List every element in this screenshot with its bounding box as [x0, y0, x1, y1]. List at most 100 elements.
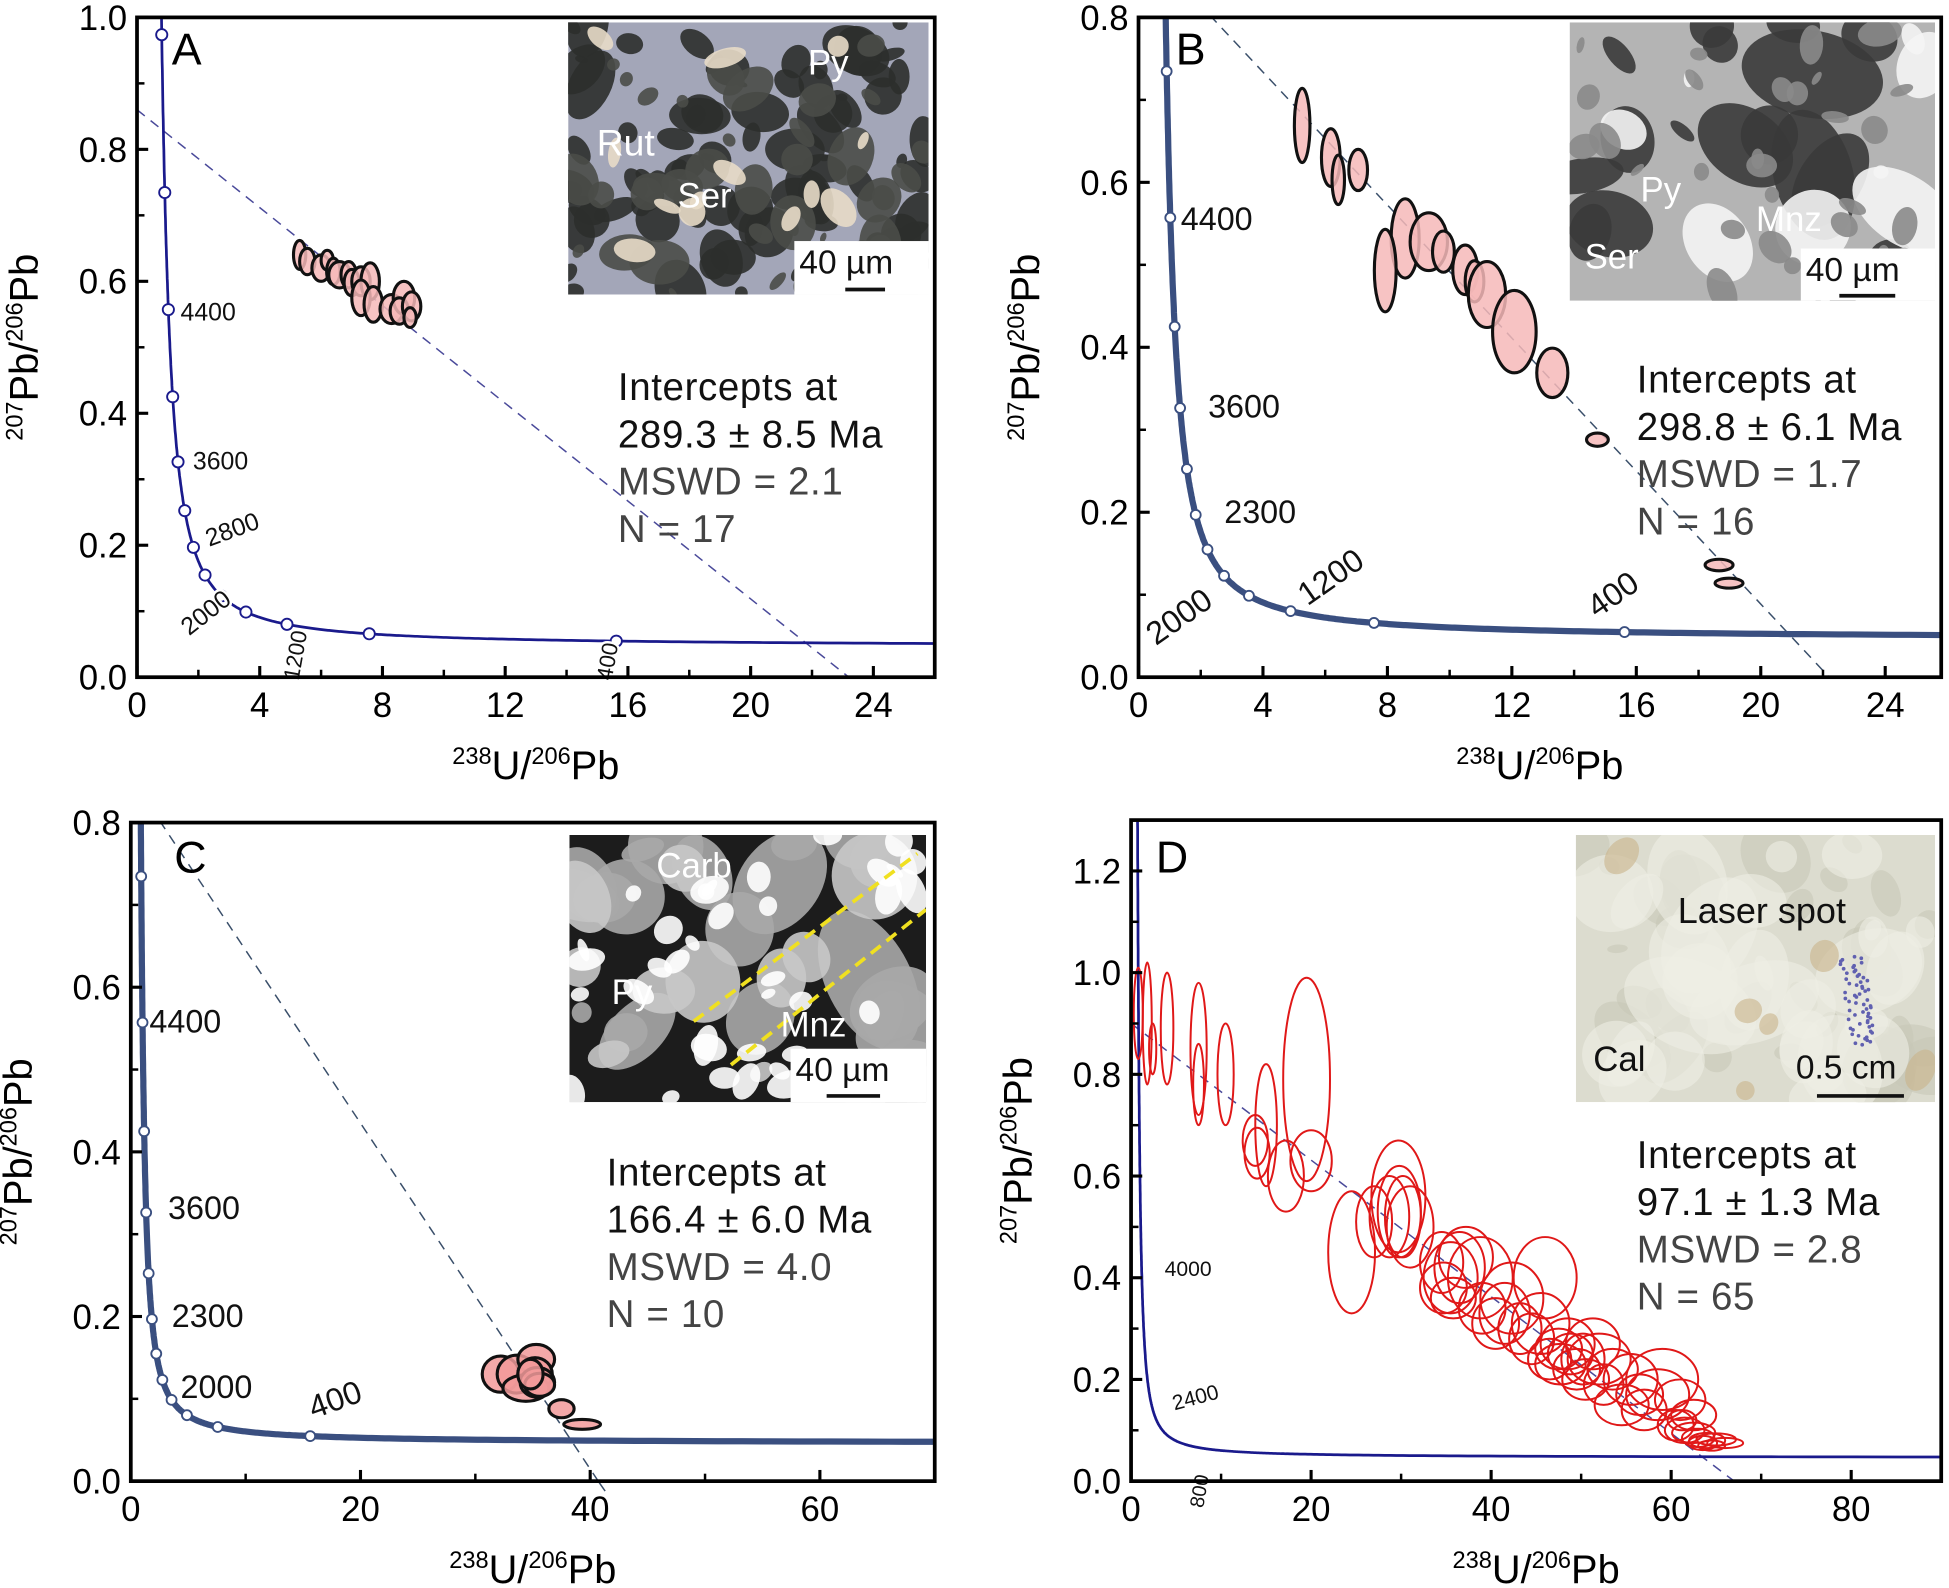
inset-texture	[1734, 998, 1763, 1024]
superscript: 207	[0, 1206, 22, 1245]
data-ellipse	[1703, 557, 1735, 573]
data-ellipse	[1479, 1261, 1545, 1335]
inset-texture	[577, 938, 590, 962]
inset-texture	[1569, 190, 1654, 258]
inset-texture	[895, 192, 929, 240]
laser-spot-mark	[1859, 956, 1864, 961]
data-ellipse	[1383, 1175, 1422, 1259]
panel-letter: C	[174, 833, 206, 882]
superscript: 238	[1456, 744, 1495, 770]
superscript: 206	[997, 1106, 1023, 1145]
inset-texture	[709, 1067, 740, 1089]
inset-texture	[569, 860, 612, 934]
concordia-age-label: 3600	[1208, 389, 1280, 425]
panel-letter: A	[172, 26, 202, 75]
axis-title-part: Pb/	[0, 1145, 40, 1206]
stats-line: MSWD = 4.0	[607, 1246, 833, 1289]
laser-spot-mark	[1870, 1023, 1875, 1028]
y-tick-label: 0.0	[72, 1464, 120, 1502]
inset-texture	[771, 835, 818, 861]
laser-spot-mark	[1865, 1038, 1870, 1043]
data-ellipse	[1713, 576, 1745, 590]
plot-frame	[128, 820, 937, 1484]
concordia-age-label: 4400	[1181, 201, 1253, 237]
inset-texture	[607, 58, 620, 71]
concordia-age-marker	[280, 617, 294, 631]
stats-line: N = 65	[1637, 1276, 1755, 1319]
concordia-age-label: 1200	[1291, 541, 1371, 612]
laser-spot-mark	[1865, 978, 1870, 983]
concordia-age-label: 2000	[1139, 581, 1219, 652]
inset-texture	[761, 988, 776, 999]
x-tick-label: 4	[1253, 687, 1272, 725]
inset-texture	[774, 69, 805, 98]
inset-micrograph: Carb Py Mnz 40 µm	[569, 835, 927, 1103]
inset-texture	[607, 137, 622, 168]
laser-spot-mark	[1844, 977, 1849, 982]
inset-texture	[895, 868, 927, 914]
concordia-age-marker	[178, 504, 192, 518]
x-tick-label: 20	[1741, 687, 1780, 725]
concordia-age-marker	[1201, 543, 1214, 556]
inset-texture	[708, 902, 734, 930]
y-tick-label: 1.0	[1073, 955, 1121, 993]
inset-texture	[828, 89, 862, 128]
inset-texture	[886, 863, 904, 878]
superscript: 206	[528, 1548, 567, 1574]
inset-texture	[1870, 870, 1902, 917]
concordia-age-marker	[161, 303, 175, 317]
concordia-age-marker	[156, 1373, 169, 1386]
inset-texture	[748, 223, 773, 244]
x-tick-label: 4	[250, 687, 269, 725]
y-tick-label: 1.0	[79, 0, 127, 38]
data-ellipse	[1347, 147, 1370, 193]
y-tick-label: 0.4	[72, 1134, 120, 1172]
data-ellipse	[1429, 1276, 1477, 1320]
data-ellipse	[1282, 976, 1331, 1183]
concordia-age-marker	[214, 589, 228, 603]
concordia-age-marker	[1181, 463, 1193, 475]
concordia-age-marker	[1218, 569, 1230, 582]
concordia-curve	[160, 17, 935, 645]
laser-spot-mark	[1852, 954, 1857, 959]
inset-texture	[827, 35, 849, 57]
laser-spot-mark	[1868, 1005, 1873, 1010]
y-tick-label: 0.8	[1080, 0, 1128, 38]
y-tick-label: 0.4	[79, 396, 127, 434]
inset-micrograph: Rut Ser Py 40 µm	[568, 22, 929, 295]
inset-texture	[1576, 37, 1585, 54]
y-tick-label: 0.0	[1073, 1464, 1121, 1502]
concordia-age-marker	[186, 540, 200, 554]
inset-texture	[817, 910, 921, 1051]
data-ellipse	[1216, 1022, 1235, 1127]
inset-texture	[1689, 22, 1735, 48]
stats-line: 289.3 ± 8.5 Ma	[618, 413, 883, 456]
inset-texture	[1685, 69, 1704, 91]
inset-label: Rut	[597, 121, 656, 163]
data-ellipse	[1561, 1358, 1611, 1401]
inset-texture	[798, 83, 836, 117]
laser-spot-mark	[1853, 1041, 1858, 1046]
inset-texture	[625, 885, 642, 902]
inset-texture	[1771, 77, 1794, 103]
inset-texture	[1892, 207, 1918, 246]
concordia-age-label: 2300	[172, 1298, 244, 1334]
laser-spot-mark	[1861, 1010, 1865, 1014]
inset-label: Ser	[1585, 238, 1639, 276]
inset-texture	[587, 26, 614, 51]
laser-spot-mark	[1841, 966, 1846, 971]
x-tick-label: 20	[731, 687, 770, 725]
inset-texture	[571, 1002, 592, 1023]
inset-texture	[1746, 153, 1778, 178]
inset-label: Ser	[678, 178, 732, 216]
data-ellipse	[1584, 431, 1610, 448]
laser-spot-mark	[1850, 1032, 1855, 1037]
data-ellipse	[1564, 1317, 1621, 1371]
scale-label: 40 µm	[799, 244, 893, 281]
concordia-age-marker	[1284, 605, 1297, 618]
inset-micrograph: Py Mnz Ser 40 µm	[1569, 22, 1936, 301]
concordia-age-marker	[166, 390, 180, 404]
inset-texture	[676, 94, 689, 108]
